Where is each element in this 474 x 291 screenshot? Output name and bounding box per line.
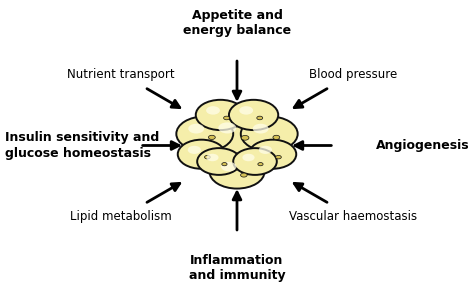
Ellipse shape <box>219 123 237 134</box>
Ellipse shape <box>258 163 263 166</box>
Text: Inflammation
and immunity: Inflammation and immunity <box>189 254 285 282</box>
Ellipse shape <box>209 135 215 139</box>
Ellipse shape <box>178 140 225 169</box>
Ellipse shape <box>188 146 201 154</box>
Ellipse shape <box>196 100 245 130</box>
Ellipse shape <box>257 116 263 120</box>
Ellipse shape <box>241 173 247 177</box>
Ellipse shape <box>253 124 269 134</box>
Ellipse shape <box>275 155 281 159</box>
Ellipse shape <box>222 163 227 166</box>
Ellipse shape <box>221 162 237 171</box>
Ellipse shape <box>241 135 249 140</box>
Text: Lipid metabolism: Lipid metabolism <box>70 210 172 223</box>
Ellipse shape <box>197 148 241 175</box>
Ellipse shape <box>206 106 220 115</box>
Ellipse shape <box>259 146 272 154</box>
Text: Angiogenesis: Angiogenesis <box>375 139 469 152</box>
Text: Blood pressure: Blood pressure <box>309 68 397 81</box>
Ellipse shape <box>176 116 233 151</box>
Text: Insulin sensitivity and
glucose homeostasis: Insulin sensitivity and glucose homeosta… <box>5 131 159 160</box>
Text: Vascular haemostasis: Vascular haemostasis <box>289 210 417 223</box>
Ellipse shape <box>224 116 229 120</box>
Ellipse shape <box>205 114 269 154</box>
Ellipse shape <box>229 100 278 130</box>
Ellipse shape <box>205 155 210 159</box>
Text: Appetite and
energy balance: Appetite and energy balance <box>183 9 291 37</box>
Ellipse shape <box>241 116 298 151</box>
Text: Nutrient transport: Nutrient transport <box>67 68 175 81</box>
Ellipse shape <box>239 106 253 115</box>
Ellipse shape <box>242 154 255 161</box>
Ellipse shape <box>249 140 296 169</box>
Ellipse shape <box>206 154 219 161</box>
Ellipse shape <box>273 135 280 139</box>
Ellipse shape <box>233 148 277 175</box>
Ellipse shape <box>188 124 204 134</box>
Ellipse shape <box>210 155 264 189</box>
